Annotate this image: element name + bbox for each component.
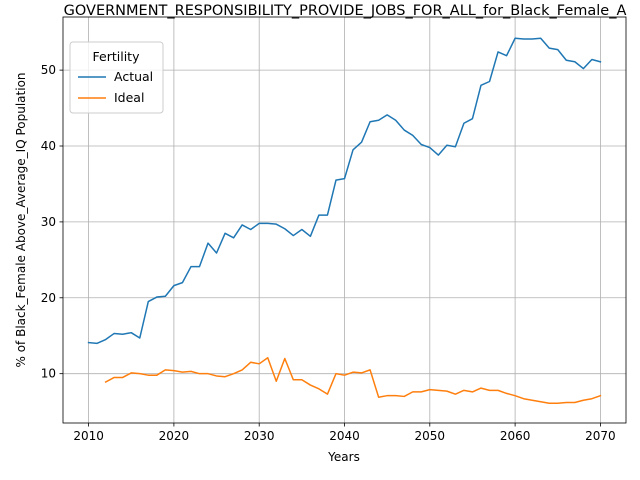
y-axis: 10 20 30 40 50	[41, 63, 63, 381]
x-tick-label: 2050	[415, 429, 446, 443]
y-tick-label: 20	[41, 291, 56, 305]
legend-label-actual: Actual	[114, 69, 153, 84]
y-tick-label: 50	[41, 63, 56, 77]
x-axis: 2010 2020 2030 2040 2050 2060 2070	[73, 423, 616, 443]
x-tick-label: 2020	[159, 429, 190, 443]
x-tick-label: 2060	[500, 429, 531, 443]
legend-box	[69, 41, 164, 114]
y-axis-label: % of Black_Female Above_Average_IQ Popul…	[14, 72, 28, 367]
y-tick-label: 40	[41, 139, 56, 153]
legend: Fertility Actual Ideal	[69, 41, 164, 114]
x-tick-label: 2010	[73, 429, 104, 443]
series-layer	[87, 37, 602, 405]
x-tick-label: 2040	[329, 429, 360, 443]
x-axis-label: Years	[327, 450, 360, 464]
x-tick-label: 2030	[244, 429, 275, 443]
series-line-actual	[87, 37, 602, 345]
x-tick-label: 2070	[585, 429, 616, 443]
y-tick-label: 30	[41, 215, 56, 229]
series-line-ideal	[104, 356, 602, 405]
legend-title: Fertility	[93, 49, 141, 64]
y-tick-label: 10	[41, 367, 56, 381]
chart-title: GOVERNMENT_RESPONSIBILITY_PROVIDE_JOBS_F…	[64, 3, 627, 19]
legend-label-ideal: Ideal	[114, 90, 144, 105]
